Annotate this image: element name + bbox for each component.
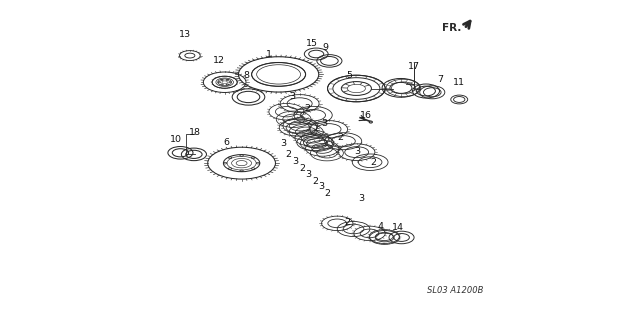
Text: 13: 13 (179, 30, 191, 39)
Text: 8: 8 (243, 72, 250, 80)
Text: 3: 3 (355, 147, 361, 156)
Ellipse shape (369, 121, 372, 123)
Text: 16: 16 (360, 111, 371, 120)
Text: 2: 2 (285, 151, 292, 159)
Text: 15: 15 (306, 39, 318, 49)
Text: 1: 1 (266, 49, 272, 59)
Text: 2: 2 (371, 158, 376, 167)
Text: 4: 4 (377, 222, 383, 231)
Text: 3: 3 (292, 157, 299, 166)
Text: 5: 5 (346, 71, 352, 80)
Text: 2: 2 (324, 189, 330, 198)
Text: 11: 11 (453, 78, 465, 87)
Text: 9: 9 (323, 43, 328, 52)
Text: 10: 10 (170, 135, 182, 145)
Text: 3: 3 (358, 194, 364, 203)
Text: 7: 7 (437, 75, 444, 83)
Text: 3: 3 (280, 139, 286, 147)
Text: 3: 3 (290, 92, 296, 100)
Text: 3: 3 (305, 170, 312, 179)
Text: 2: 2 (299, 164, 305, 173)
Text: 2: 2 (344, 218, 350, 227)
Text: 2: 2 (312, 177, 318, 186)
Text: 3: 3 (319, 182, 324, 192)
Text: FR.: FR. (442, 23, 461, 33)
Text: 2: 2 (305, 104, 310, 113)
Text: 14: 14 (392, 223, 404, 232)
Text: 17: 17 (408, 62, 420, 71)
Text: 12: 12 (213, 56, 225, 66)
Text: 3: 3 (321, 119, 328, 129)
Text: 18: 18 (189, 128, 200, 137)
Text: 2: 2 (338, 133, 344, 142)
Text: SL03 A1200B: SL03 A1200B (427, 286, 483, 295)
Text: 6: 6 (223, 138, 229, 147)
